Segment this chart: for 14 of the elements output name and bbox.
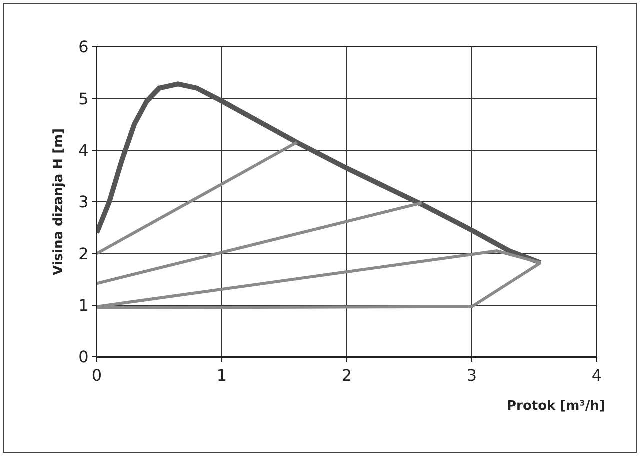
y-axis-title: Visina dizanja H [m] <box>52 128 67 276</box>
y-tick-label: 5 <box>78 89 89 108</box>
y-tick-label: 3 <box>78 192 89 212</box>
y-tick-label: 4 <box>78 140 89 160</box>
x-axis-title: Protok [m³/h] <box>507 399 606 414</box>
x-tick-label: 2 <box>342 366 352 386</box>
y-tick-label: 2 <box>78 244 89 264</box>
y-tick-label: 1 <box>78 296 89 315</box>
y-tick-label: 6 <box>78 38 89 57</box>
x-tick-label: 0 <box>92 366 102 386</box>
x-tick-label: 3 <box>466 366 478 386</box>
y-tick-label: 0 <box>78 348 89 367</box>
x-tick-label: 1 <box>216 366 228 386</box>
x-tick-label: 4 <box>592 366 602 386</box>
